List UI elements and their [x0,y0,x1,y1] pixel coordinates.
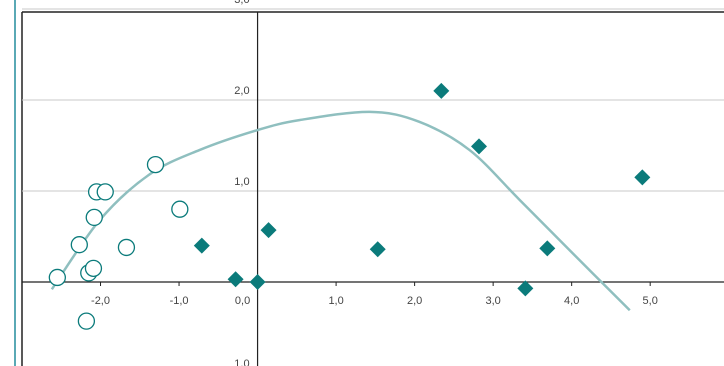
x-tick-label: 5,0 [643,295,658,307]
point [249,274,266,290]
point [227,271,244,288]
point [471,138,488,155]
x-tick-label: 2,0 [407,295,422,307]
x-tick-label: -2,0 [91,295,110,307]
y-tick-label: 1,0 [234,358,249,366]
point [171,200,189,218]
point [634,169,651,186]
point [193,237,210,254]
x-tick-label: 3,0 [485,295,500,307]
trend-line [50,110,631,312]
y-tick-label: 2,0 [234,85,249,97]
point [84,259,103,278]
y-tick-label: 3,0 [234,0,249,6]
point [146,155,165,174]
point [433,82,450,99]
point [539,240,556,257]
point [96,183,114,201]
x-tick-label: -1,0 [170,295,189,307]
x-tick-label: 4,0 [564,295,579,307]
x-tick-label: 1,0 [328,295,343,307]
point [85,208,103,227]
y-tick-label: 1,0 [234,176,249,188]
point [77,312,96,330]
point [70,236,88,254]
point [260,222,277,239]
point [48,268,66,287]
point [117,238,136,257]
point [517,280,534,297]
point [369,241,386,258]
x-tick-label: 0,0 [235,295,250,307]
